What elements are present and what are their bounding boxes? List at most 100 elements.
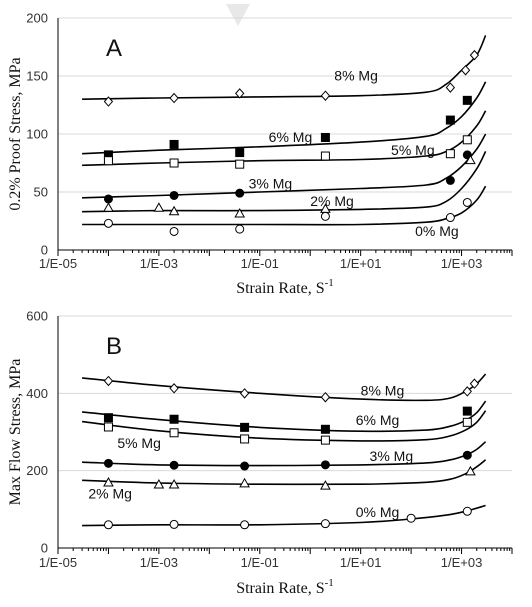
- data-point: [169, 158, 179, 168]
- data-point: [320, 424, 330, 434]
- data-point: [239, 388, 250, 399]
- data-point: [153, 478, 165, 489]
- series-label: 0% Mg: [415, 223, 459, 239]
- x-tick-label: 1/E-05: [39, 555, 77, 570]
- data-point: [320, 480, 331, 490]
- data-point: [462, 386, 472, 397]
- series-label: 2% Mg: [310, 193, 354, 209]
- data-point: [235, 188, 245, 198]
- series-6pct-mg: 6% Mg: [82, 400, 487, 434]
- data-point: [103, 194, 113, 204]
- series-label: 3% Mg: [370, 448, 414, 464]
- y-tick-label: 200: [26, 11, 48, 26]
- x-tick-label: 1/E-03: [140, 256, 178, 271]
- data-point: [465, 465, 476, 476]
- data-point: [235, 224, 245, 234]
- data-point: [469, 49, 480, 61]
- series-curve: [82, 373, 487, 402]
- y-tick-label: 50: [34, 185, 48, 200]
- x-tick-label: 1/E+03: [441, 256, 483, 271]
- series-label: 8% Mg: [334, 68, 378, 84]
- data-point: [234, 208, 246, 218]
- data-point: [445, 175, 455, 185]
- data-point: [103, 477, 114, 487]
- data-point: [103, 375, 114, 387]
- y-tick-label: 100: [26, 127, 48, 142]
- chart-panel-a: 0 50 100 150 200 1/E-05 1/E-03 1/E-01 1/E+01 1/E+…: [7, 11, 513, 297]
- series-label: 0% Mg: [356, 504, 400, 520]
- series-curve: [82, 35, 487, 100]
- data-point: [462, 506, 472, 516]
- series-curve: [82, 410, 487, 442]
- x-tick-label: 1/E+01: [340, 555, 382, 570]
- data-point: [103, 202, 114, 212]
- y-tick-label: 150: [26, 69, 48, 84]
- data-point: [445, 213, 455, 223]
- series-label: 2% Mg: [88, 486, 132, 502]
- data-point: [462, 197, 472, 207]
- data-point: [169, 428, 179, 438]
- x-tick-label: 1/E-01: [241, 256, 279, 271]
- x-axis-title: Strain Rate, S-1: [236, 577, 334, 597]
- series-curve: [82, 110, 487, 167]
- series-2pct-mg: 2% Mg: [82, 459, 487, 502]
- data-point: [465, 154, 476, 165]
- series-8pct-mg: 8% Mg: [82, 373, 487, 403]
- series-curve: [82, 185, 487, 226]
- data-point: [240, 434, 250, 444]
- series-3pct-mg: 3% Mg: [82, 441, 487, 471]
- data-point: [169, 460, 179, 470]
- series-label: 5% Mg: [117, 435, 161, 451]
- data-point: [153, 202, 165, 212]
- x-axis-title: Strain Rate, S-1: [236, 277, 334, 297]
- data-point: [320, 460, 330, 470]
- data-point: [320, 519, 330, 529]
- panel-label: A: [106, 35, 122, 62]
- x-tick-label: 1/E-05: [39, 256, 77, 271]
- data-point: [169, 414, 179, 424]
- y-axis-title: 0.2% Proof Stress, MPa: [7, 57, 24, 210]
- data-point: [445, 149, 455, 159]
- data-point: [240, 461, 250, 471]
- data-point: [320, 151, 330, 161]
- series-0pct-mg: 0% Mg: [82, 185, 487, 239]
- data-point: [320, 435, 330, 445]
- series-0pct-mg: 0% Mg: [82, 504, 486, 530]
- series-5pct-mg: 5% Mg: [82, 410, 487, 451]
- data-point: [445, 82, 456, 93]
- data-point: [169, 226, 179, 236]
- data-point: [445, 115, 455, 125]
- series-curve: [82, 441, 487, 467]
- data-point: [320, 132, 330, 142]
- data-point: [462, 417, 472, 427]
- y-axis-title: Max Flow Stress, MPa: [7, 359, 24, 506]
- series-label: 6% Mg: [356, 412, 400, 428]
- y-tick-label: 0: [41, 541, 48, 556]
- panel-label: B: [106, 333, 122, 360]
- series-curve: [82, 400, 487, 433]
- series-curve: [82, 504, 486, 527]
- chart-panel-b: 0 200 400 600 1/E-05 1/E-03 1/E-01 1/E+01 1/E+03…: [7, 309, 513, 597]
- x-tick-label: 1/E-01: [241, 555, 279, 570]
- data-point: [103, 218, 113, 228]
- x-tick-label: 1/E+03: [441, 555, 483, 570]
- data-point: [169, 139, 179, 149]
- data-point: [406, 513, 416, 523]
- data-point: [169, 92, 179, 104]
- x-tick-label: 1/E+01: [340, 256, 382, 271]
- data-point: [103, 458, 113, 468]
- data-point: [235, 159, 245, 169]
- series-label: 3% Mg: [249, 176, 293, 192]
- y-tick-label: 400: [26, 386, 48, 401]
- data-point: [462, 406, 472, 416]
- data-point: [103, 520, 113, 530]
- data-point: [462, 135, 472, 145]
- data-point: [240, 520, 250, 530]
- series-6pct-mg: 6% Mg: [82, 81, 487, 160]
- data-point: [235, 148, 245, 158]
- data-point: [169, 519, 179, 529]
- data-point: [103, 156, 113, 166]
- data-point: [320, 211, 330, 221]
- series-2pct-mg: 2% Mg: [82, 151, 487, 218]
